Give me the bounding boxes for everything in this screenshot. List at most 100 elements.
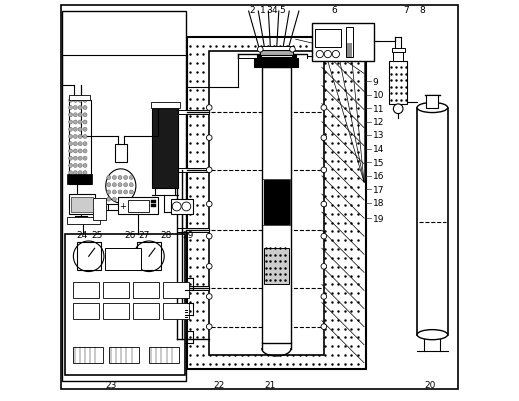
Bar xyxy=(151,205,156,207)
Circle shape xyxy=(83,135,87,139)
Circle shape xyxy=(107,176,111,180)
Bar xyxy=(393,53,403,62)
Circle shape xyxy=(83,128,87,132)
Circle shape xyxy=(73,121,77,125)
Circle shape xyxy=(78,135,82,139)
Circle shape xyxy=(73,128,77,132)
Circle shape xyxy=(78,113,82,117)
Circle shape xyxy=(257,47,263,53)
Circle shape xyxy=(69,150,73,154)
Bar xyxy=(151,201,156,203)
Bar xyxy=(152,108,179,188)
Text: 21: 21 xyxy=(264,381,275,389)
Circle shape xyxy=(78,128,82,132)
Circle shape xyxy=(78,106,82,110)
Circle shape xyxy=(69,106,73,110)
Circle shape xyxy=(332,51,339,59)
Bar xyxy=(312,24,374,62)
Bar xyxy=(347,44,352,58)
Circle shape xyxy=(113,176,116,180)
Circle shape xyxy=(207,264,212,269)
Circle shape xyxy=(73,178,77,182)
Circle shape xyxy=(124,183,128,187)
Bar xyxy=(261,47,292,51)
Bar xyxy=(73,283,99,299)
Circle shape xyxy=(69,135,73,139)
Text: 4: 4 xyxy=(272,6,278,14)
Circle shape xyxy=(134,241,164,272)
Circle shape xyxy=(129,183,133,187)
Circle shape xyxy=(78,157,82,161)
Circle shape xyxy=(324,51,332,59)
Bar xyxy=(209,52,324,355)
Bar xyxy=(426,96,439,108)
Bar xyxy=(346,28,353,58)
Ellipse shape xyxy=(417,103,447,113)
Bar xyxy=(67,174,92,184)
Bar xyxy=(70,95,90,100)
Bar xyxy=(109,347,139,363)
Circle shape xyxy=(83,142,87,146)
Text: 18: 18 xyxy=(373,199,384,208)
Circle shape xyxy=(118,198,122,202)
Circle shape xyxy=(73,171,77,175)
Circle shape xyxy=(107,190,111,194)
Text: 7: 7 xyxy=(403,6,409,14)
Bar xyxy=(67,217,100,225)
Circle shape xyxy=(73,113,77,117)
Circle shape xyxy=(113,198,116,202)
Circle shape xyxy=(73,99,77,103)
Bar xyxy=(177,287,209,291)
Bar xyxy=(72,197,93,213)
Circle shape xyxy=(107,183,111,187)
Circle shape xyxy=(321,324,326,330)
Circle shape xyxy=(316,51,323,59)
Circle shape xyxy=(321,168,326,173)
Circle shape xyxy=(182,203,191,211)
Bar xyxy=(133,283,159,299)
Circle shape xyxy=(129,190,133,194)
Text: 16: 16 xyxy=(373,172,384,181)
Text: 15: 15 xyxy=(373,158,384,167)
Circle shape xyxy=(69,121,73,125)
Circle shape xyxy=(78,99,82,103)
Bar xyxy=(417,108,447,335)
Circle shape xyxy=(207,324,212,330)
Circle shape xyxy=(207,294,212,300)
Bar xyxy=(73,347,103,363)
Circle shape xyxy=(78,178,82,182)
Circle shape xyxy=(73,106,77,110)
Bar xyxy=(103,303,129,319)
Text: 28: 28 xyxy=(160,230,172,239)
Circle shape xyxy=(207,202,212,207)
Text: 8: 8 xyxy=(419,6,425,14)
Circle shape xyxy=(207,168,212,173)
Text: 6: 6 xyxy=(331,6,337,14)
Circle shape xyxy=(78,121,82,125)
Circle shape xyxy=(83,99,87,103)
Text: 24: 24 xyxy=(76,230,87,239)
Bar xyxy=(73,303,99,319)
Text: 20: 20 xyxy=(425,381,436,389)
Circle shape xyxy=(321,136,326,141)
Circle shape xyxy=(69,99,73,103)
Circle shape xyxy=(207,136,212,141)
Text: 11: 11 xyxy=(373,105,384,113)
Circle shape xyxy=(118,183,122,187)
Circle shape xyxy=(107,198,111,202)
Bar xyxy=(118,198,158,215)
Circle shape xyxy=(73,150,77,154)
Bar xyxy=(163,283,189,299)
Circle shape xyxy=(321,234,326,239)
Bar xyxy=(103,283,129,299)
Circle shape xyxy=(69,113,73,117)
Bar xyxy=(260,51,293,56)
Circle shape xyxy=(124,176,128,180)
Bar xyxy=(171,199,193,215)
Circle shape xyxy=(321,105,326,111)
Circle shape xyxy=(73,157,77,161)
Circle shape xyxy=(207,234,212,239)
Bar xyxy=(149,347,179,363)
Text: 26: 26 xyxy=(125,230,136,239)
Bar xyxy=(262,68,291,343)
